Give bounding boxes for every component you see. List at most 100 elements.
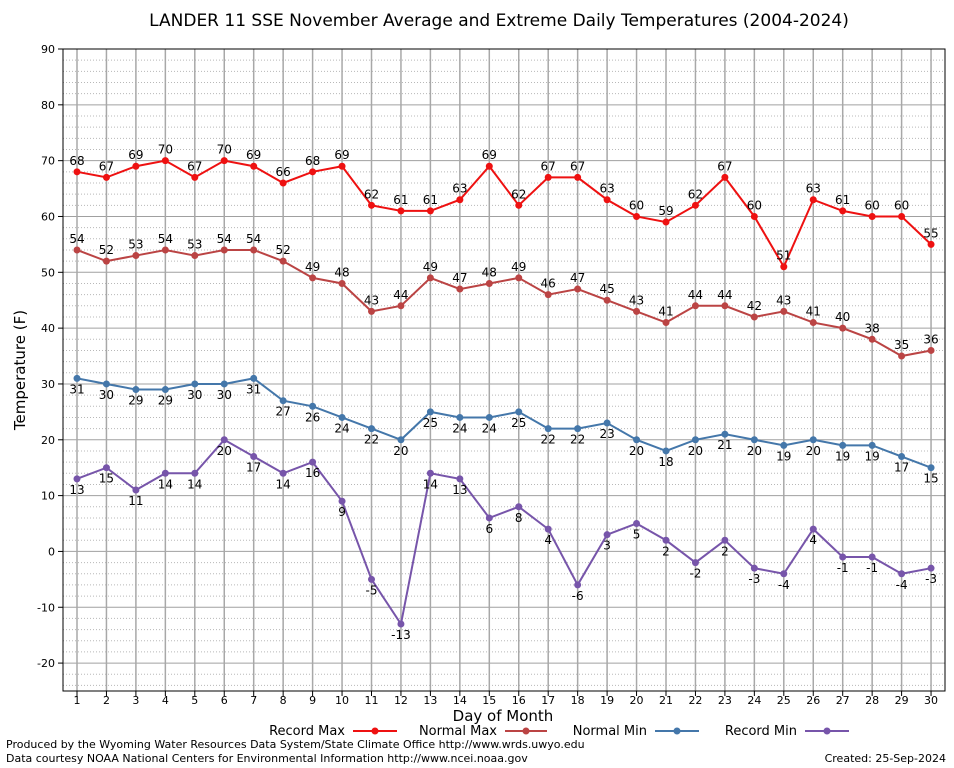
y-tick-label: 60 — [41, 210, 55, 223]
data-label: 67 — [570, 159, 585, 173]
data-point — [397, 436, 405, 444]
x-tick-label: 22 — [688, 694, 702, 707]
data-point — [309, 402, 317, 410]
x-tick-label: 6 — [221, 694, 228, 707]
data-label: 6 — [485, 522, 493, 536]
legend-marker — [371, 727, 379, 735]
data-point — [456, 196, 464, 204]
series-record-min: 13 15 11 14 14 20 17 14 16 9 -5 -13 14 13 6 8 4 -6 3 5 2 -2 2 -… — [69, 436, 937, 642]
data-point — [485, 514, 493, 522]
data-point — [544, 173, 552, 181]
data-label: 14 — [276, 477, 291, 491]
data-label: 51 — [776, 249, 791, 263]
x-tick-label: 21 — [659, 694, 673, 707]
data-label: 21 — [717, 438, 732, 452]
data-point — [633, 212, 641, 220]
data-label: 68 — [69, 154, 84, 168]
data-label: 41 — [806, 305, 821, 319]
data-point — [220, 436, 228, 444]
data-point — [780, 263, 788, 271]
data-label: 45 — [599, 282, 614, 296]
data-label: 24 — [482, 421, 497, 435]
x-tick-label: 3 — [132, 694, 139, 707]
x-tick-label: 9 — [309, 694, 316, 707]
data-label: 20 — [806, 444, 821, 458]
data-label: 17 — [246, 461, 261, 475]
x-tick-label: 23 — [718, 694, 732, 707]
data-point — [338, 413, 346, 421]
data-point — [456, 475, 464, 483]
x-tick-label: 8 — [280, 694, 287, 707]
data-label: -5 — [366, 583, 378, 597]
legend-marker — [823, 727, 831, 735]
data-label: -6 — [572, 589, 584, 603]
data-label: -4 — [896, 578, 908, 592]
y-tick-label: 0 — [48, 545, 55, 558]
data-label: 14 — [158, 477, 173, 491]
data-point — [515, 408, 523, 416]
data-label: -1 — [866, 561, 878, 575]
data-label: 62 — [364, 187, 379, 201]
data-label: 3 — [603, 539, 611, 553]
data-label: 30 — [187, 388, 202, 402]
legend-item: Record Max — [269, 724, 397, 739]
data-point — [191, 252, 199, 260]
x-axis-label: Day of Month — [453, 707, 554, 725]
data-point — [544, 425, 552, 433]
data-point — [338, 162, 346, 170]
data-point — [839, 553, 847, 561]
data-point — [368, 307, 375, 315]
data-point — [456, 285, 464, 293]
data-point — [132, 486, 140, 494]
x-tick-label: 20 — [630, 694, 644, 707]
data-label: 60 — [747, 198, 762, 212]
data-point — [161, 246, 169, 254]
data-point — [220, 380, 228, 388]
data-point — [102, 380, 110, 388]
data-point — [102, 173, 110, 181]
data-label: 9 — [338, 505, 346, 519]
data-label: 5 — [633, 528, 641, 542]
x-tick-label: 16 — [512, 694, 526, 707]
data-point — [250, 453, 258, 461]
data-label: 13 — [452, 483, 467, 497]
data-label: -13 — [391, 628, 411, 642]
data-label: 11 — [128, 494, 143, 508]
data-point — [73, 246, 81, 254]
data-point — [574, 285, 582, 293]
x-tick-label: 1 — [74, 694, 81, 707]
data-point — [750, 212, 758, 220]
data-label: 68 — [305, 154, 320, 168]
data-point — [250, 374, 258, 382]
data-point — [279, 179, 287, 187]
data-point — [397, 302, 405, 310]
data-label: -1 — [837, 561, 849, 575]
y-tick-label: 50 — [41, 266, 55, 279]
data-point — [603, 531, 611, 539]
data-point — [397, 207, 405, 215]
data-point — [691, 302, 699, 310]
data-label: 30 — [99, 388, 114, 402]
x-tick-label: 28 — [865, 694, 879, 707]
data-label: 49 — [423, 260, 438, 274]
data-label: -2 — [689, 567, 701, 581]
data-label: 13 — [69, 483, 84, 497]
data-label: 29 — [158, 394, 173, 408]
data-label: 69 — [482, 148, 497, 162]
data-label: 35 — [894, 338, 909, 352]
data-label: 44 — [717, 288, 732, 302]
data-label: 4 — [809, 533, 817, 547]
data-point — [898, 453, 906, 461]
data-label: 24 — [334, 421, 349, 435]
plot-frame — [62, 48, 946, 692]
data-point — [927, 240, 935, 248]
data-point — [220, 157, 228, 165]
data-point — [721, 430, 729, 438]
data-label: 20 — [747, 444, 762, 458]
data-label: 47 — [452, 271, 467, 285]
data-point — [721, 302, 729, 310]
data-label: 8 — [515, 511, 523, 525]
data-label: 25 — [423, 416, 438, 430]
data-point — [839, 441, 847, 449]
